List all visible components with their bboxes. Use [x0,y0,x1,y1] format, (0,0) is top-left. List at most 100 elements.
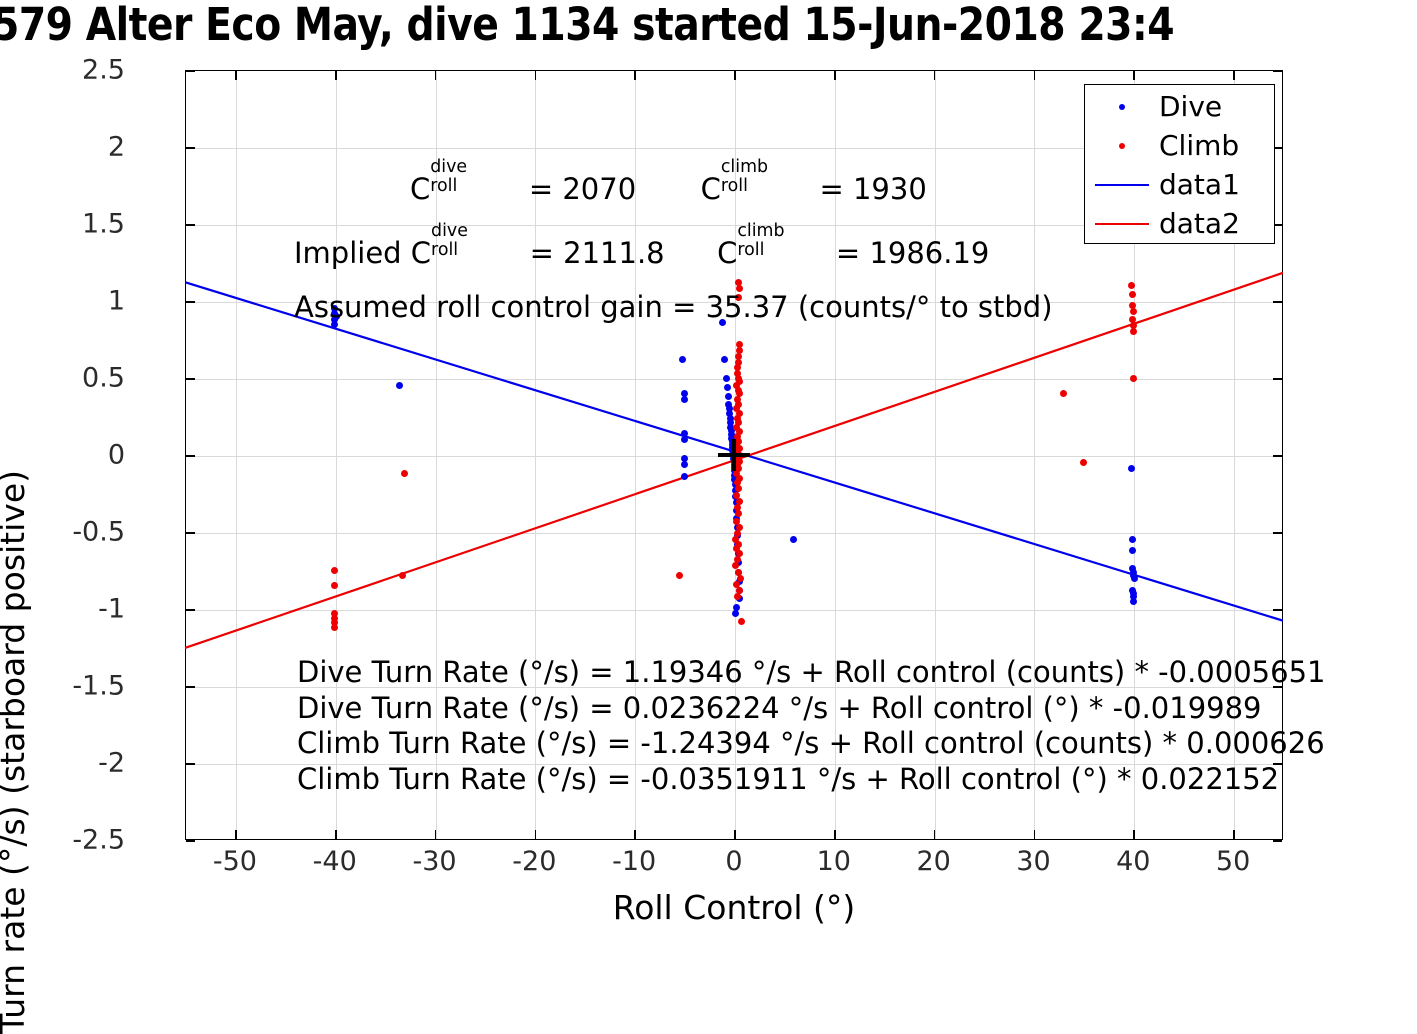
y-axis-tick [1273,686,1282,688]
scatter-point-climb [736,474,744,482]
scatter-point-dive [1130,574,1138,582]
scatter-point-climb [735,510,743,518]
y-axis-tick [1273,70,1282,72]
scatter-point-dive [725,409,733,417]
scatter-point-dive [725,405,733,413]
scatter-point-climb [736,346,744,354]
legend-item-data1[interactable]: data1 [1085,165,1274,205]
title-bar: 579 Alter Eco May, dive 1134 started 15-… [0,0,1417,60]
scatter-point-climb [736,340,744,348]
scatter-point-climb [732,562,740,570]
y-axis-tick-label: 0 [107,439,125,471]
x-axis-tick [933,830,936,839]
legend-line-icon [1085,184,1159,186]
y-axis-tick-label: 2 [107,131,125,163]
scatter-point-climb [735,437,743,445]
scatter-point-climb [736,428,744,436]
scatter-point-climb [735,352,743,360]
y-axis-tick [186,840,195,842]
equation-climb-counts: Climb Turn Rate (°/s) = -1.24394 °/s + R… [297,726,1325,760]
legend[interactable]: Dive Climb data1 data2 [1084,84,1275,244]
scatter-point-climb [734,369,742,377]
scatter-point-climb [735,485,743,493]
x-axis-tick-label: -10 [612,846,657,877]
scatter-point-dive [732,610,740,618]
implied-c-roll-dive-value: = 2111.8 [529,236,665,270]
legend-dot-icon [1085,143,1159,149]
legend-item-data2[interactable]: data2 [1085,204,1274,244]
scatter-point-climb [734,396,742,404]
y-axis-tick [186,70,195,72]
gridline-vertical [635,71,637,839]
scatter-point-dive [735,559,743,567]
x-axis-tick [1033,71,1036,80]
scatter-point-dive [727,426,735,434]
y-axis-tick [186,686,195,688]
x-axis-tick [834,71,836,80]
gridline-horizontal [186,533,1282,534]
y-axis-tick [186,532,195,534]
annotation-gain-line: Assumed roll control gain = 35.37 (count… [294,290,1053,324]
y-axis-tick-label: -2.5 [72,824,125,856]
gridline-vertical [1034,71,1036,839]
scatter-point-dive [1129,593,1137,601]
x-axis-tick [334,830,337,839]
legend-label: data2 [1159,207,1240,240]
scatter-point-dive [331,320,339,328]
scatter-point-climb [675,571,683,579]
scatter-point-climb [735,359,743,367]
legend-item-climb[interactable]: Climb [1085,126,1274,166]
scatter-point-dive [722,374,730,382]
scatter-point-dive [331,305,339,313]
scatter-point-climb [1129,322,1137,330]
legend-item-dive[interactable]: Dive [1085,87,1274,127]
scatter-point-climb [734,593,742,601]
scatter-point-dive [680,429,688,437]
scatter-point-dive [680,454,688,462]
x-axis-title: Roll Control (°) [612,888,856,927]
equation-block: Dive Turn Rate (°/s) = 1.19346 °/s + Rol… [297,655,1417,797]
y-axis-tick [186,301,195,303]
gridline-horizontal [186,225,1282,226]
gridline-vertical [1234,71,1236,839]
y-axis-tick [186,455,195,457]
x-axis-tick-label: 20 [916,846,951,877]
scatter-point-dive [1128,536,1136,544]
scatter-point-dive [333,312,341,320]
y-axis-tick [186,609,195,611]
scatter-point-dive [680,460,688,468]
x-axis-tick [933,71,936,80]
legend-label: Climb [1159,129,1240,162]
y-axis-tick [1273,840,1282,842]
scatter-point-dive [733,603,741,611]
scatter-point-climb [733,491,741,499]
scatter-point-climb [1129,308,1137,316]
y-axis-tick [186,224,195,226]
legend-dot-icon [1085,104,1159,110]
scatter-point-climb [737,574,745,582]
scatter-point-dive [1128,546,1136,554]
y-axis-tick [1273,532,1282,534]
scatter-point-climb [331,619,339,627]
gridline-horizontal [186,148,1282,149]
y-axis-tick [1273,763,1282,765]
scatter-point-dive [790,536,798,544]
scatter-point-climb [735,294,743,302]
scatter-point-climb [735,279,743,287]
y-axis-tick [1273,301,1282,303]
scatter-point-climb [735,419,743,427]
scatter-point-climb [1129,374,1137,382]
scatter-point-climb [736,389,744,397]
x-axis-tick-label: 0 [725,846,743,877]
scatter-point-dive [720,356,728,364]
y-axis-tick-label: -1.5 [72,670,125,702]
y-axis-tick-label: 2.5 [82,54,125,86]
x-axis-tick [1033,830,1036,839]
gridline-horizontal [186,302,1282,303]
x-axis-tick-label: 30 [1016,846,1051,877]
scatter-point-dive [724,400,732,408]
x-axis-tick [534,71,537,80]
scatter-point-climb [735,540,743,548]
